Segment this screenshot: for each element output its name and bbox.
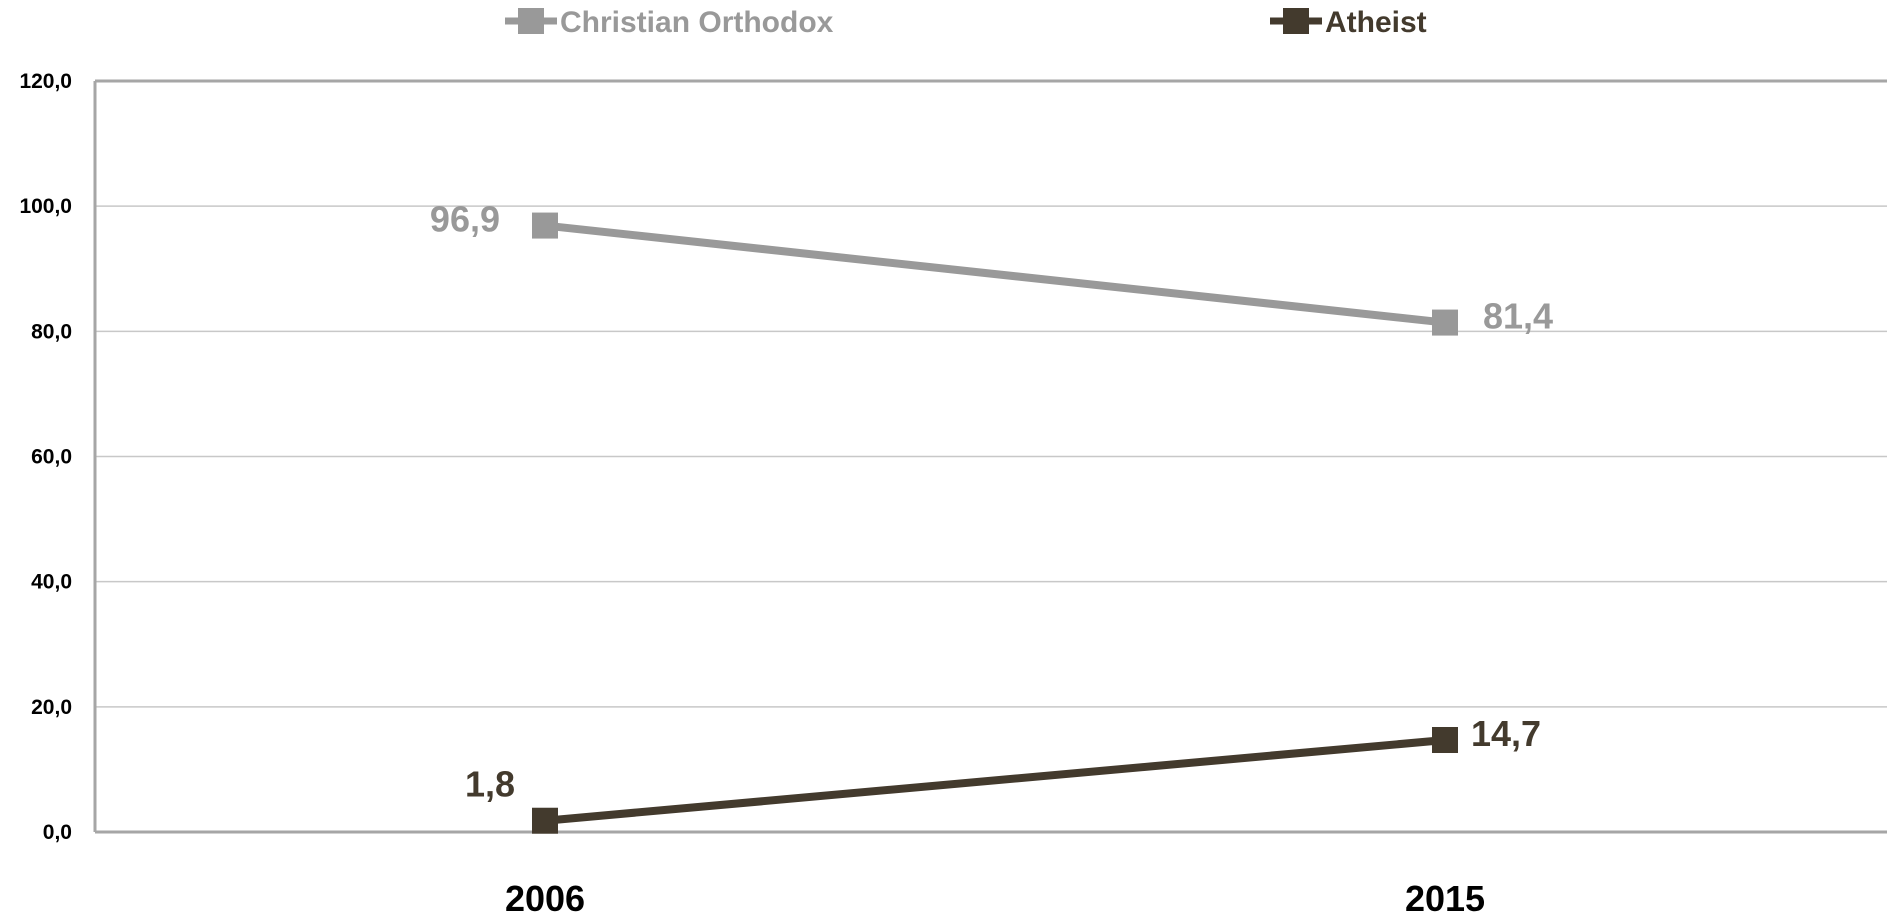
x-tick-label: 2015 bbox=[1405, 878, 1485, 916]
y-tick-label: 60,0 bbox=[31, 446, 72, 469]
y-tick-label: 40,0 bbox=[31, 571, 72, 594]
data-label: 96,9 bbox=[430, 199, 500, 240]
data-label: 1,8 bbox=[465, 764, 515, 805]
data-point-marker bbox=[532, 807, 558, 834]
x-tick-label: 2006 bbox=[505, 878, 585, 916]
data-point-marker bbox=[532, 212, 558, 239]
y-tick-label: 120,0 bbox=[19, 70, 72, 93]
legend-marker bbox=[518, 8, 544, 34]
data-label: 81,4 bbox=[1483, 296, 1553, 337]
data-point-marker bbox=[1432, 727, 1458, 754]
legend-marker bbox=[1283, 8, 1309, 34]
data-point-marker bbox=[1432, 309, 1458, 336]
y-tick-label: 100,0 bbox=[19, 195, 72, 218]
data-label: 14,7 bbox=[1471, 713, 1541, 754]
series-line bbox=[544, 221, 1446, 327]
legend-label: Christian Orthodox bbox=[560, 6, 834, 39]
y-tick-label: 0,0 bbox=[43, 821, 72, 844]
y-tick-label: 20,0 bbox=[31, 696, 72, 719]
series-line bbox=[544, 736, 1446, 825]
y-tick-label: 80,0 bbox=[31, 320, 72, 343]
legend-label: Atheist bbox=[1325, 6, 1427, 39]
